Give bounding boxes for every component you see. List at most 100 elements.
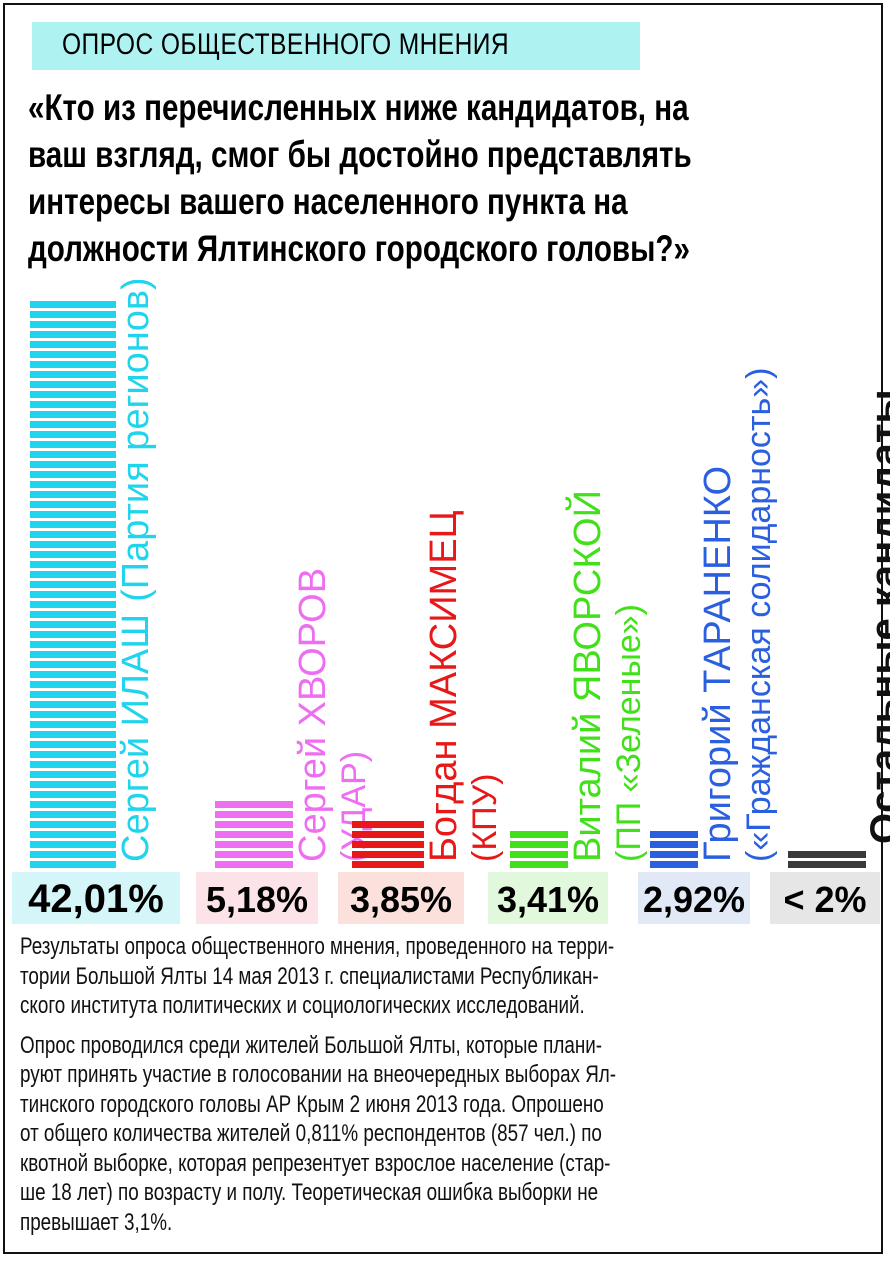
bar-stripe (30, 621, 116, 628)
value-label-bg (196, 872, 318, 924)
bar-stripe (30, 451, 116, 458)
bar-group (650, 831, 698, 868)
bar-stripe (510, 861, 568, 868)
candidate-surname: ЯВОРСКОЙ (564, 490, 609, 702)
question-line: должности Ялтинского городского головы?» (28, 228, 690, 269)
value-label-bg (338, 872, 464, 924)
candidate-surname: Остальные кандидаты (863, 389, 890, 844)
bar-group (30, 301, 116, 868)
bar-stripe (30, 631, 116, 638)
bar-stripe (30, 461, 116, 468)
bar-stripe (215, 811, 293, 818)
bar-stripe (30, 411, 116, 418)
bar-stripe (30, 441, 116, 448)
candidate-label: Остальные кандидаты (863, 389, 890, 844)
candidate-surname: ХВОРОВ (292, 568, 334, 726)
bar-stripe (30, 821, 116, 828)
value-label: 3,85% (350, 879, 452, 920)
candidate-surname: МАКСИМЕЦ (423, 510, 465, 729)
value-label-bg (770, 872, 880, 924)
bar-stripe (30, 481, 116, 488)
candidate-first-name: Богдан (423, 729, 465, 862)
bar-stripe (30, 761, 116, 768)
bar-stripe (30, 661, 116, 668)
candidate-party: (Партия регионов) (115, 280, 157, 602)
notes-line: Опрос проводился среди жителей Большой Я… (20, 1031, 603, 1059)
bar-stripe (510, 831, 568, 838)
bar-group (215, 801, 293, 868)
candidate-first-name: Сергей (292, 726, 334, 862)
notes-paragraph-1: Результаты опроса общественного мнения, … (20, 932, 860, 1021)
bar-stripe (30, 741, 116, 748)
question-line: интересы вашего населенного пункта на (28, 181, 628, 222)
bar-stripe (352, 831, 424, 838)
notes-line: превышает 3,1%. (20, 1208, 173, 1236)
candidate-label: Григорий ТАРАНЕНКО (697, 466, 739, 862)
bar-stripe (30, 801, 116, 808)
survey-notes: Результаты опроса общественного мнения, … (20, 932, 860, 1237)
notes-line: ше 18 лет) по возрасту и полу. Теоретиче… (20, 1179, 599, 1206)
bar-stripe (30, 721, 116, 728)
bar-stripe (30, 301, 116, 308)
bar-stripe (30, 521, 116, 528)
value-label-bg (488, 872, 608, 924)
bar-stripe (30, 341, 116, 348)
bar-stripe (30, 591, 116, 598)
bar-stripe (30, 311, 116, 318)
bar-stripe (30, 551, 116, 558)
bar-stripe (510, 841, 568, 848)
bar-stripe (30, 671, 116, 678)
bar-stripe (30, 581, 116, 588)
notes-line: тории Большой Ялты 14 мая 2013 г. специа… (20, 962, 599, 990)
bar-stripe (30, 701, 116, 708)
bar-stripe (30, 471, 116, 478)
bar-stripe (215, 801, 293, 808)
bar-group (788, 851, 866, 868)
header-label: ОПРОС ОБЩЕСТВЕННОГО МНЕНИЯ (62, 28, 510, 61)
bar-stripe (30, 731, 116, 738)
candidate-label: Сергей ИЛАШ (Партия регионов) (115, 280, 157, 862)
bar-stripe (30, 401, 116, 408)
candidate-label: Богдан МАКСИМЕЦ (423, 510, 465, 862)
bar-stripe (30, 561, 116, 568)
candidate-surname: ТАРАНЕНКО (697, 466, 739, 693)
bar-stripe (30, 811, 116, 818)
bar-stripe (30, 321, 116, 328)
bar-stripe (215, 861, 293, 868)
page-frame (3, 3, 883, 1254)
candidate-first-name: Виталий (567, 702, 609, 862)
bar-group (352, 821, 424, 868)
bar-stripe (30, 791, 116, 798)
value-label-bg (12, 872, 180, 924)
bar-stripe (352, 821, 424, 828)
notes-line: от общего количества жителей 0,811% респ… (20, 1120, 602, 1147)
bar-stripe (788, 861, 866, 868)
candidate-party: (ПП «Зеленые») (610, 604, 648, 862)
bar-stripe (30, 351, 116, 358)
bar-stripe (30, 651, 116, 658)
bar-stripe (30, 601, 116, 608)
bar-stripe (30, 611, 116, 618)
bar-stripe (30, 371, 116, 378)
bar-stripe (30, 361, 116, 368)
bar-stripe (30, 501, 116, 508)
bar-stripe (30, 491, 116, 498)
bar-stripe (30, 391, 116, 398)
bar-stripe (650, 851, 698, 858)
bar-stripe (215, 831, 293, 838)
bar-stripe (30, 331, 116, 338)
bar-stripe (30, 541, 116, 548)
question-line: ваш взгляд, смог бы достойно представлят… (28, 134, 692, 175)
bar-stripe (30, 861, 116, 868)
bar-stripe (215, 821, 293, 828)
value-label: 42,01% (28, 877, 164, 921)
notes-line: тинского городского головы АР Крым 2 июн… (20, 1090, 604, 1118)
bar-stripe (788, 851, 866, 858)
bar-stripe (30, 771, 116, 778)
bar-stripe (352, 861, 424, 868)
value-label-bg (638, 872, 750, 924)
bar-stripe (30, 711, 116, 718)
bar-stripe (30, 781, 116, 788)
candidate-surname: ИЛАШ (115, 614, 157, 726)
candidate-party: («Гражданская солидарность») (740, 368, 778, 862)
